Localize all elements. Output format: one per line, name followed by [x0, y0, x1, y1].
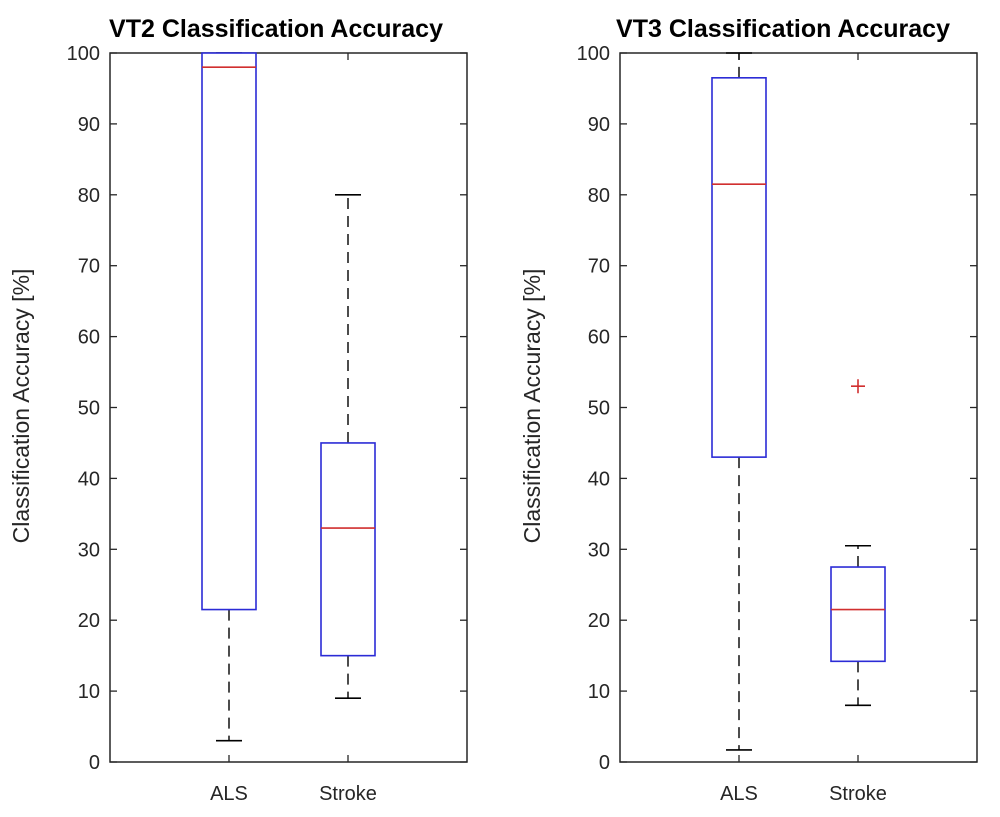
- vt2-axes-frame: [109, 52, 468, 763]
- vt2-stroke-box: [320, 442, 376, 657]
- vt2-als-box: [201, 52, 257, 611]
- vt3-y-tick-label: 90: [588, 114, 610, 136]
- vt3-y-tick-label: 70: [588, 256, 610, 278]
- vt3-y-tick-label: 10: [588, 681, 610, 703]
- vt2-y-tick-label: 70: [78, 256, 100, 278]
- vt2-y-tick-label: 100: [67, 43, 100, 65]
- vt3-stroke-outlier: [851, 379, 865, 394]
- vt2-subplot: VT2 Classification Accuracy Classificati…: [8, 15, 468, 805]
- vt2-y-tick-label: 80: [78, 185, 100, 207]
- vt3-y-tick-label: 60: [588, 327, 610, 349]
- vt3-subplot: VT3 Classification Accuracy Classificati…: [519, 15, 978, 805]
- vt2-y-tick-label: 0: [89, 752, 100, 774]
- vt3-x-tick-label-stroke: Stroke: [829, 783, 887, 805]
- vt2-y-tick-label: 10: [78, 681, 100, 703]
- vt2-y-tick-label: 90: [78, 114, 100, 136]
- vt2-plot-area: 0 10 20 30 40 50 60 70 80 90 100 ALS Stroke: [67, 43, 468, 805]
- vt3-chart-title: VT3 Classification Accuracy: [616, 15, 950, 43]
- vt2-y-tick-label: 20: [78, 610, 100, 632]
- vt3-y-tick-label: 80: [588, 185, 610, 207]
- vt2-y-tick-label: 30: [78, 539, 100, 561]
- vt3-y-tick-label: 100: [577, 43, 610, 65]
- vt3-axes-frame: [619, 52, 978, 763]
- vt3-y-axis-label: Classification Accuracy [%]: [519, 269, 545, 544]
- vt2-x-tick-label-als: ALS: [210, 783, 248, 805]
- vt3-plot-area: 0 10 20 30 40 50 60 70 80 90 100 ALS Stroke: [577, 43, 978, 805]
- vt2-chart-title: VT2 Classification Accuracy: [109, 15, 443, 43]
- vt2-y-tick-label: 40: [78, 468, 100, 490]
- vt2-x-tick-label-stroke: Stroke: [319, 783, 377, 805]
- vt3-y-tick-label: 30: [588, 539, 610, 561]
- vt2-y-tick-label: 60: [78, 327, 100, 349]
- vt3-x-tick-label-als: ALS: [720, 783, 758, 805]
- vt3-stroke-box: [830, 566, 886, 663]
- vt2-y-tick-label: 50: [78, 398, 100, 420]
- vt3-als-box: [711, 77, 767, 458]
- vt3-y-tick-label: 0: [599, 752, 610, 774]
- vt3-y-tick-label: 40: [588, 468, 610, 490]
- vt3-y-tick-label: 20: [588, 610, 610, 632]
- vt2-y-axis-label: Classification Accuracy [%]: [8, 269, 34, 544]
- vt3-y-tick-label: 50: [588, 398, 610, 420]
